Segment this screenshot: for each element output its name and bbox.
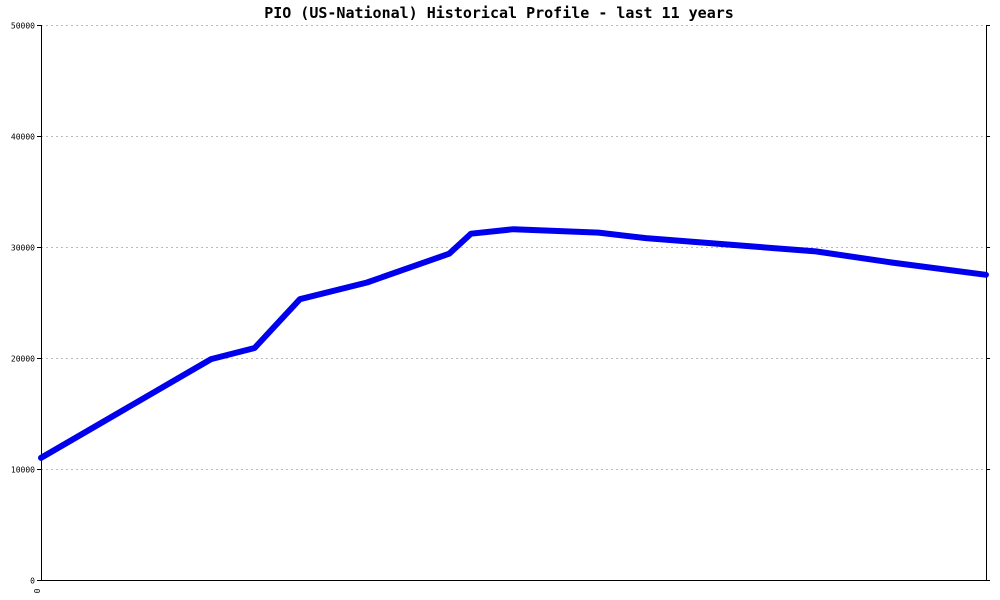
y-tick-label-1: 10000 xyxy=(11,466,35,475)
y-tick-label-3: 30000 xyxy=(11,244,35,253)
series-line-0 xyxy=(38,226,989,461)
tick-labels: 0 10000 20000 30000 40000 50000 0 xyxy=(11,22,42,594)
axes xyxy=(37,25,990,581)
y-tick-label-0: 0 xyxy=(30,577,35,586)
series-layer xyxy=(38,226,989,461)
chart-title: PIO (US-National) Historical Profile - l… xyxy=(264,4,734,22)
y-tick-label-4: 40000 xyxy=(11,133,35,142)
x-tick-label-0: 0 xyxy=(33,588,42,593)
grid-lines xyxy=(41,25,986,470)
y-tick-label-5: 50000 xyxy=(11,22,35,31)
y-tick-label-2: 20000 xyxy=(11,355,35,364)
